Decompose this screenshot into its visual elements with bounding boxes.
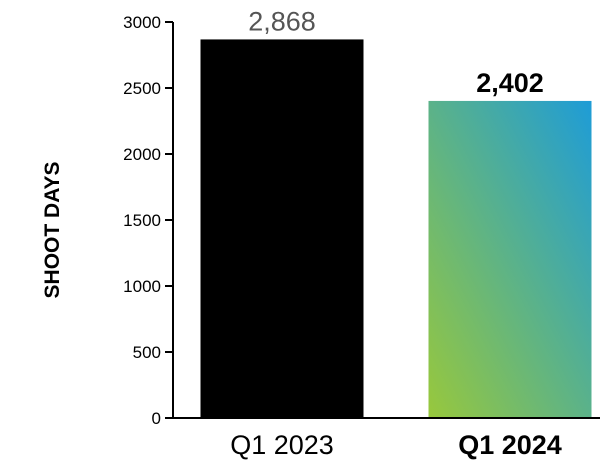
x-tick-label: Q1 2024 (458, 430, 562, 460)
y-tick-label: 3000 (123, 13, 161, 32)
y-axis-label: SHOOT DAYS (41, 162, 64, 299)
x-tick-label: Q1 2023 (230, 430, 334, 460)
y-tick-label: 2000 (123, 145, 161, 164)
bars (200, 39, 592, 418)
y-tick-label: 1500 (123, 211, 161, 230)
y-tick-label: 0 (152, 409, 161, 428)
x-axis-ticks: Q1 2023 Q1 2024 (230, 430, 562, 460)
y-tick-label: 500 (133, 343, 161, 362)
y-tick-label: 1000 (123, 277, 161, 296)
y-axis-ticks: 0 500 1000 1500 2000 2500 3000 (123, 13, 173, 428)
data-label: 2,402 (476, 68, 544, 98)
data-labels: 2,868 2,402 (248, 6, 544, 98)
y-tick-label: 2500 (123, 79, 161, 98)
bar-q1-2024 (428, 100, 592, 418)
bar-q1-2023 (200, 39, 364, 418)
data-label: 2,868 (248, 6, 316, 36)
